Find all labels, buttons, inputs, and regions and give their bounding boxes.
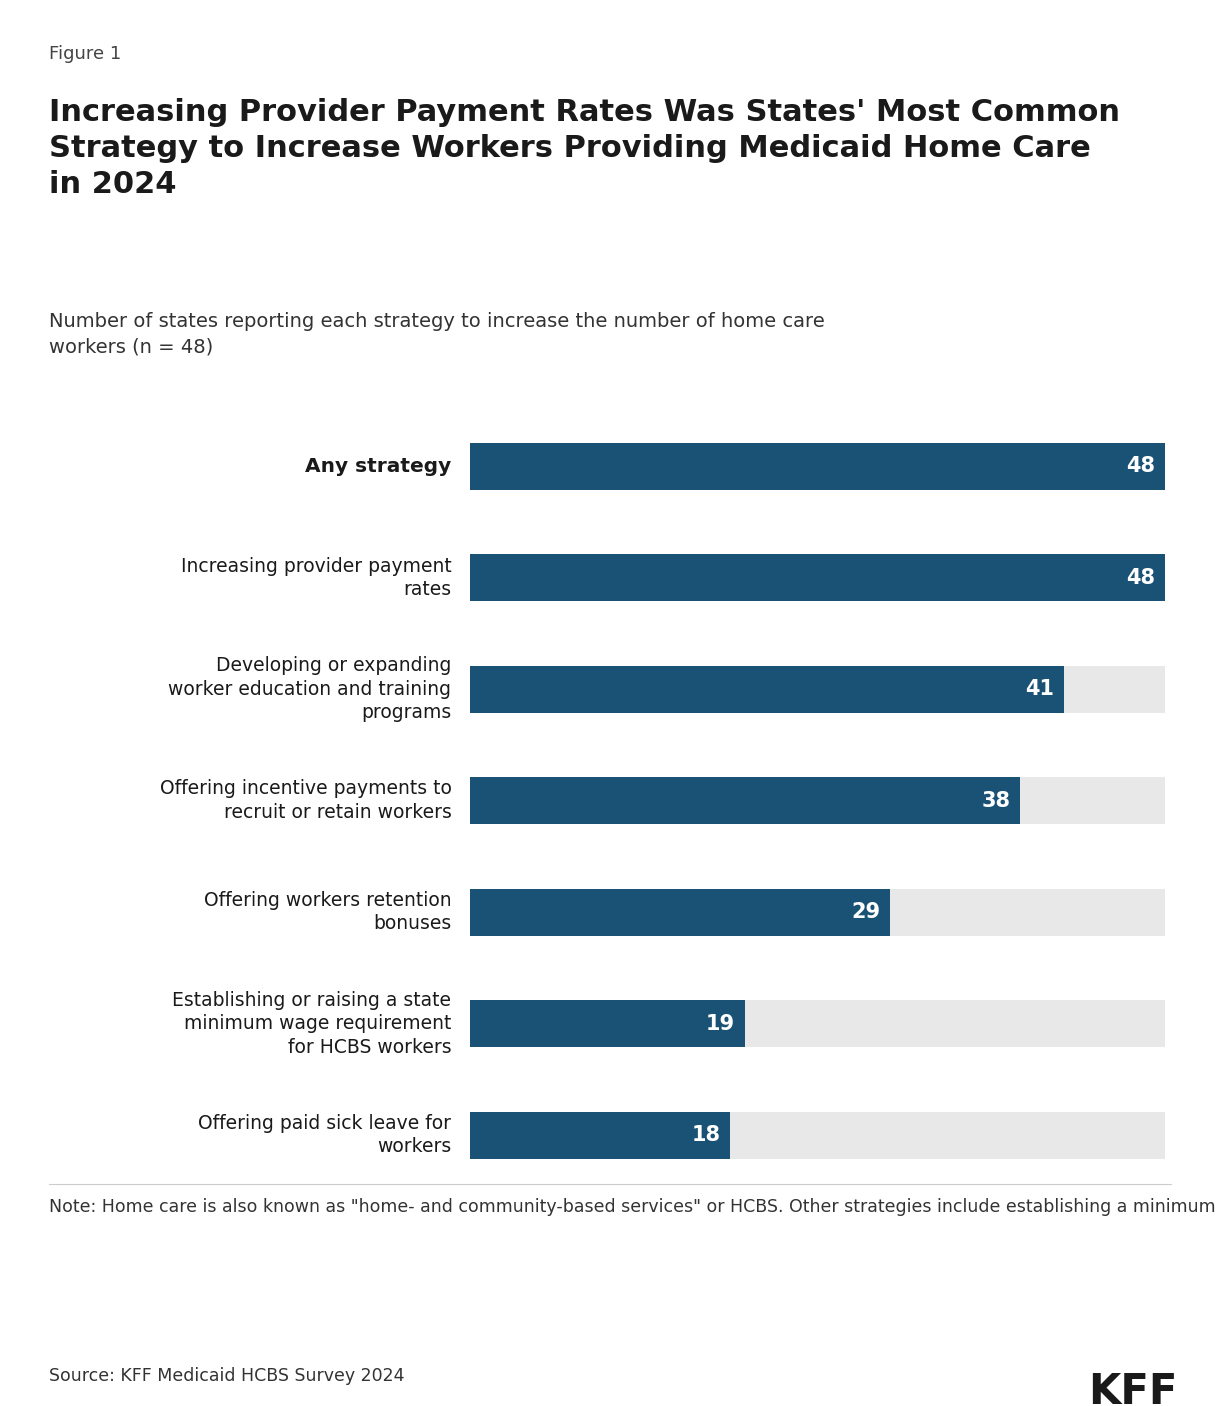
Text: 38: 38 xyxy=(981,790,1010,811)
Text: 18: 18 xyxy=(692,1125,721,1144)
Text: Establishing or raising a state
minimum wage requirement
for HCBS workers: Establishing or raising a state minimum … xyxy=(172,991,451,1057)
Text: 48: 48 xyxy=(1126,457,1155,477)
Bar xyxy=(470,778,1020,824)
Text: 48: 48 xyxy=(1126,568,1155,588)
Bar xyxy=(470,554,1165,602)
Text: 19: 19 xyxy=(706,1014,736,1033)
Bar xyxy=(470,1000,745,1047)
Text: Increasing provider payment
rates: Increasing provider payment rates xyxy=(181,557,451,599)
Text: 41: 41 xyxy=(1025,679,1054,699)
Bar xyxy=(470,443,1165,489)
Bar xyxy=(470,889,889,935)
Bar xyxy=(470,666,1064,713)
Text: Source: KFF Medicaid HCBS Survey 2024: Source: KFF Medicaid HCBS Survey 2024 xyxy=(49,1367,404,1385)
Bar xyxy=(470,778,1165,824)
Bar xyxy=(470,889,1165,935)
Text: Note: Home care is also known as "home- and community-based services" or HCBS. O: Note: Home care is also known as "home- … xyxy=(49,1198,1220,1216)
Text: Offering incentive payments to
recruit or retain workers: Offering incentive payments to recruit o… xyxy=(160,779,451,823)
Text: Figure 1: Figure 1 xyxy=(49,45,121,63)
Text: Increasing Provider Payment Rates Was States' Most Common
Strategy to Increase W: Increasing Provider Payment Rates Was St… xyxy=(49,98,1120,200)
Text: Number of states reporting each strategy to increase the number of home care
wor: Number of states reporting each strategy… xyxy=(49,312,825,356)
Bar xyxy=(470,1000,1165,1047)
Text: Developing or expanding
worker education and training
programs: Developing or expanding worker education… xyxy=(168,657,451,723)
Text: Offering paid sick leave for
workers: Offering paid sick leave for workers xyxy=(199,1114,451,1156)
Text: Any strategy: Any strategy xyxy=(305,457,451,475)
Text: 29: 29 xyxy=(852,903,880,922)
Text: KFF: KFF xyxy=(1088,1371,1177,1406)
Text: Offering workers retention
bonuses: Offering workers retention bonuses xyxy=(204,891,451,934)
Bar xyxy=(470,1112,1165,1159)
Bar xyxy=(470,1112,731,1159)
Bar xyxy=(470,666,1165,713)
